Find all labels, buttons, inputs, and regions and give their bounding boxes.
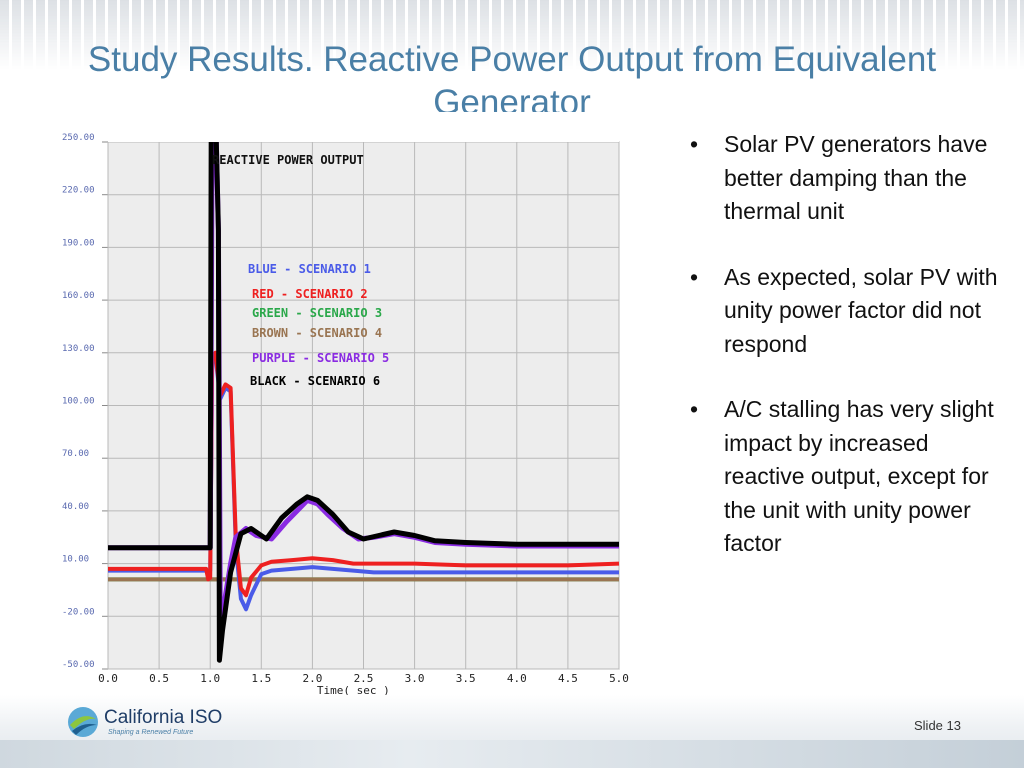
legend-entry: BLUE - SCENARIO 1 bbox=[248, 262, 371, 276]
reactive-power-chart: 250.00 220.00 190.00 160.00 130.00 100.00 70.0… bbox=[62, 128, 629, 697]
y-tick-label: 160.00 bbox=[62, 291, 95, 301]
bullet-item: As expected, solar PV with unity power f… bbox=[690, 261, 1010, 362]
legend-entry: PURPLE - SCENARIO 5 bbox=[252, 351, 389, 365]
chart-panel: 250.00 220.00 190.00 160.00 130.00 100.00 70.0… bbox=[52, 128, 670, 700]
x-tick-label: 2.5 bbox=[354, 672, 374, 685]
y-tick-label: 10.00 bbox=[62, 555, 89, 565]
x-tick-label: 5.0 bbox=[609, 672, 629, 685]
x-tick-label: 1.0 bbox=[200, 672, 220, 685]
y-tick-label: 130.00 bbox=[62, 344, 95, 354]
y-tick-label: 190.00 bbox=[62, 238, 95, 248]
legend-entry: GREEN - SCENARIO 3 bbox=[252, 306, 382, 320]
y-tick-label: 220.00 bbox=[62, 186, 95, 196]
x-tick-label: 3.0 bbox=[405, 672, 425, 685]
y-tick-label: 250.00 bbox=[62, 133, 95, 143]
x-tick-label: 0.5 bbox=[149, 672, 169, 685]
bullet-list: Solar PV generators have better damping … bbox=[690, 128, 1010, 593]
slide-number: Slide 13 bbox=[914, 718, 961, 733]
legend-entry: BROWN - SCENARIO 4 bbox=[252, 326, 382, 340]
bullet-item: Solar PV generators have better damping … bbox=[690, 128, 1010, 229]
legend-entry: RED - SCENARIO 2 bbox=[252, 287, 368, 301]
x-tick-label: 0.0 bbox=[98, 672, 118, 685]
logo-mark-icon bbox=[68, 707, 98, 737]
x-tick-label: 2.0 bbox=[302, 672, 322, 685]
slide-title: Study Results. Reactive Power Output fro… bbox=[87, 40, 937, 112]
logo-tagline: Shaping a Renewed Future bbox=[108, 729, 194, 736]
logo-wordmark: California ISO bbox=[104, 707, 223, 728]
chart-title: REACTIVE POWER OUTPUT bbox=[212, 153, 364, 167]
x-tick-label: 4.5 bbox=[558, 672, 578, 685]
legend-entry: BLACK - SCENARIO 6 bbox=[250, 374, 380, 388]
bullet-item: A/C stalling has very slight impact by i… bbox=[690, 393, 1010, 561]
x-tick-label: 4.0 bbox=[507, 672, 527, 685]
footer-stripe bbox=[0, 740, 1024, 768]
y-tick-label: -50.00 bbox=[62, 660, 95, 670]
header-pattern bbox=[0, 0, 1024, 70]
california-iso-logo: California ISO Shaping a Renewed Future bbox=[66, 703, 236, 743]
x-axis-label: Time( sec ) bbox=[317, 684, 390, 697]
plot-top-mask bbox=[108, 128, 619, 142]
series-line-black bbox=[108, 130, 619, 663]
x-tick-label: 3.5 bbox=[456, 672, 476, 685]
y-tick-label: 100.00 bbox=[62, 397, 95, 407]
y-tick-label: 70.00 bbox=[62, 449, 89, 459]
y-tick-label: -20.00 bbox=[62, 607, 95, 617]
x-tick-label: 1.5 bbox=[251, 672, 271, 685]
y-tick-label: 40.00 bbox=[62, 502, 89, 512]
